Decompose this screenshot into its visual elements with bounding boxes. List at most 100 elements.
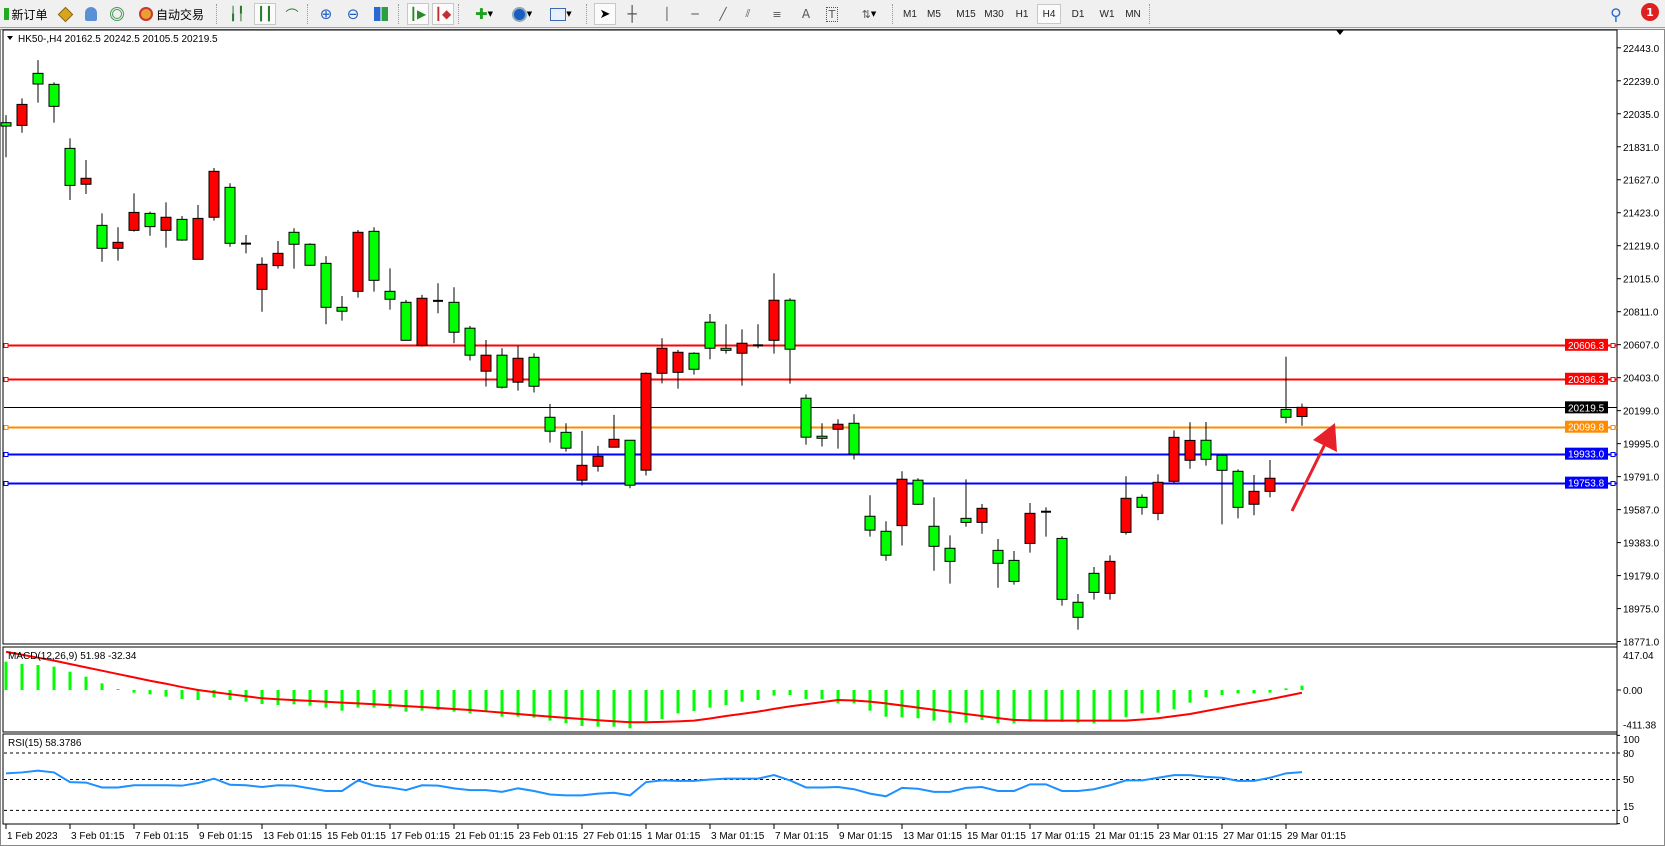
tile-windows-icon bbox=[374, 7, 388, 21]
hline-handle[interactable] bbox=[1610, 481, 1616, 486]
candle bbox=[16, 98, 28, 133]
candlestick-chart-button[interactable]: ┃┃ bbox=[254, 3, 276, 25]
hline-handle[interactable] bbox=[3, 452, 9, 457]
candle bbox=[576, 430, 588, 486]
macd-histogram-bar bbox=[660, 690, 664, 719]
period-m1-button[interactable]: M1 bbox=[903, 8, 917, 20]
new-order-button[interactable]: 新订单 bbox=[2, 3, 50, 25]
candle bbox=[880, 521, 892, 561]
horizontal-line-icon: ─ bbox=[691, 7, 699, 21]
time-axis: 1 Feb 2023 3 Feb 01:15 7 Feb 01:15 9 Feb 01… bbox=[5, 824, 1346, 842]
macd-histogram-bar bbox=[548, 690, 552, 721]
candle-body bbox=[944, 547, 956, 562]
candle bbox=[368, 227, 380, 292]
fibonacci-button[interactable]: ≡ bbox=[767, 3, 787, 25]
hline-handle[interactable] bbox=[3, 343, 9, 348]
date-axis-label: 27 Mar 01:15 bbox=[1223, 831, 1282, 842]
date-axis-label: 17 Feb 01:15 bbox=[391, 831, 450, 842]
main-pane[interactable] bbox=[2, 29, 1618, 645]
crosshair-icon: ┼ bbox=[627, 5, 637, 23]
terminal-button[interactable] bbox=[81, 3, 101, 25]
hline-handle[interactable] bbox=[3, 425, 9, 430]
tile-windows-button[interactable] bbox=[371, 3, 391, 25]
macd-histogram-bar bbox=[4, 661, 8, 690]
candle bbox=[944, 535, 956, 584]
period-m30-button[interactable]: M30 bbox=[984, 8, 1004, 20]
zoom-in-button[interactable]: ⊕ bbox=[316, 3, 336, 25]
cursor-arrow-icon: ➤ bbox=[599, 6, 611, 22]
hline-handle[interactable] bbox=[3, 481, 9, 486]
auto-trading-button[interactable]: 自动交易 bbox=[134, 3, 209, 25]
period-h4-button[interactable]: H4 bbox=[1037, 4, 1061, 24]
candle-body bbox=[1264, 477, 1276, 492]
candle bbox=[1008, 551, 1020, 585]
macd-histogram-bar bbox=[692, 690, 696, 711]
period-mn-button[interactable]: MN bbox=[1125, 8, 1141, 20]
candle bbox=[1072, 594, 1084, 630]
date-axis-label: 23 Mar 01:15 bbox=[1159, 831, 1218, 842]
templates-button[interactable]: ▼ bbox=[544, 3, 578, 25]
candle-body bbox=[0, 122, 12, 127]
text-label-button[interactable]: T bbox=[823, 3, 841, 25]
period-m5-button[interactable]: M5 bbox=[927, 8, 941, 20]
price-tag-label: 19933.0 bbox=[1568, 450, 1605, 461]
period-m15-button[interactable]: M15 bbox=[956, 8, 976, 20]
candle bbox=[464, 325, 476, 361]
trendline-button[interactable]: ╱ bbox=[714, 3, 732, 25]
candle bbox=[1248, 475, 1260, 516]
notification-badge[interactable]: 1 bbox=[1641, 3, 1659, 21]
macd-histogram-bar bbox=[260, 690, 264, 705]
macd-axis-label: 0.00 bbox=[1623, 686, 1643, 697]
period-h1-button[interactable]: H1 bbox=[1015, 8, 1029, 20]
macd-histogram-bar bbox=[724, 690, 728, 706]
candle-body bbox=[384, 290, 396, 300]
candle-body bbox=[976, 507, 988, 523]
equidistant-channel-button[interactable]: ⫽ bbox=[738, 3, 758, 25]
periods-button[interactable]: ▼ bbox=[505, 3, 539, 25]
macd-histogram-bar bbox=[932, 690, 936, 721]
period-d1-button[interactable]: D1 bbox=[1071, 8, 1085, 20]
hline-handle[interactable] bbox=[1610, 425, 1616, 430]
line-chart-button[interactable]: ⌒ bbox=[282, 3, 302, 25]
arrows-button[interactable]: ⇅ ▼ bbox=[853, 3, 885, 25]
price-tag bbox=[1565, 338, 1608, 351]
candle bbox=[80, 160, 92, 194]
candle-body bbox=[1088, 572, 1100, 593]
macd-histogram-bar bbox=[36, 664, 40, 690]
crosshair-button[interactable]: ┼ bbox=[622, 3, 642, 25]
macd-pane-frame[interactable] bbox=[2, 646, 1618, 733]
zoom-out-button[interactable]: ⊖ bbox=[343, 3, 363, 25]
annotation-arrow bbox=[1290, 423, 1337, 512]
signals-button[interactable] bbox=[107, 3, 127, 25]
macd-histogram-bar bbox=[1140, 690, 1144, 714]
hline-handle[interactable] bbox=[1610, 377, 1616, 382]
macd-histogram-bar bbox=[1060, 690, 1064, 722]
candle-body bbox=[992, 549, 1004, 564]
hline-handle[interactable] bbox=[3, 377, 9, 382]
cursor-button[interactable]: ➤ bbox=[594, 3, 616, 25]
macd-histogram-bar bbox=[612, 690, 616, 727]
candle bbox=[624, 439, 636, 489]
chart-shift-marker-icon[interactable] bbox=[1336, 30, 1344, 35]
candle-body bbox=[768, 299, 780, 341]
rsi-axis-label: 80 bbox=[1623, 749, 1635, 760]
period-w1-button[interactable]: W1 bbox=[1099, 8, 1115, 20]
macd-histogram-bar bbox=[1044, 690, 1048, 722]
hline-handle[interactable] bbox=[1610, 343, 1616, 348]
vertical-line-button[interactable]: │ bbox=[658, 3, 676, 25]
bar-chart-button[interactable]: ╽╿ bbox=[227, 3, 247, 25]
price-axis-label: 19791.0 bbox=[1623, 473, 1660, 484]
candle-body bbox=[896, 478, 908, 527]
fibonacci-icon: ≡ bbox=[772, 7, 782, 21]
text-button[interactable]: A bbox=[797, 3, 815, 25]
chart-shift-button[interactable]: ┃◆ bbox=[432, 3, 454, 25]
candle-body bbox=[512, 357, 524, 383]
hline-handle[interactable] bbox=[1610, 452, 1616, 457]
price-axis-label: 20199.0 bbox=[1623, 407, 1660, 418]
indicators-button[interactable]: ✚ ▼ bbox=[468, 3, 500, 25]
auto-scroll-button[interactable]: ┃▶ bbox=[407, 3, 429, 25]
horizontal-line-button[interactable]: ─ bbox=[686, 3, 704, 25]
price-tag-label: 20219.5 bbox=[1568, 403, 1605, 414]
candle-body bbox=[416, 297, 428, 346]
